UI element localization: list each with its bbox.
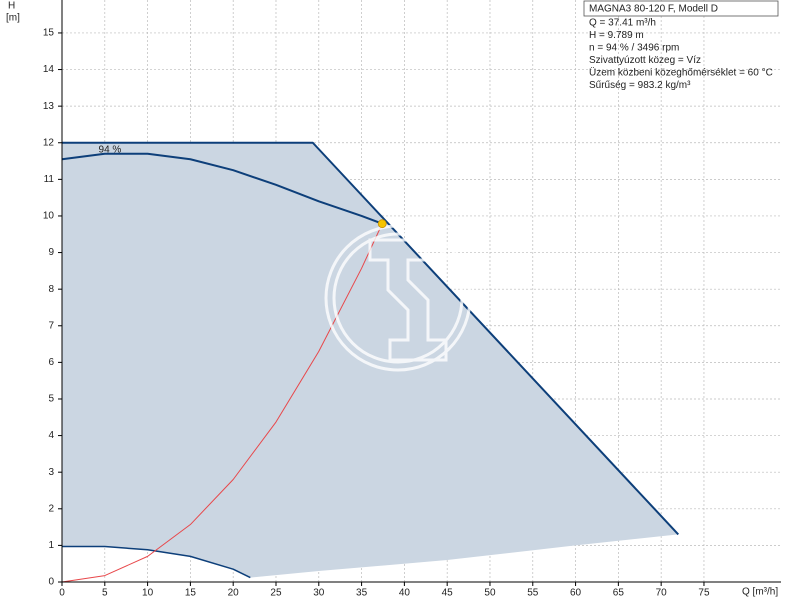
y-tick-label: 5 bbox=[48, 394, 54, 405]
watermark bbox=[324, 224, 472, 372]
x-tick-label: 60 bbox=[570, 588, 582, 599]
y-axis-label: H bbox=[8, 1, 15, 12]
x-tick-label: 70 bbox=[656, 588, 668, 599]
curve bbox=[61, 223, 383, 583]
x-tick-label: 50 bbox=[484, 588, 496, 599]
y-tick-label: 1 bbox=[48, 540, 54, 551]
y-tick-label: 14 bbox=[43, 64, 55, 75]
info-title: MAGNA3 80-120 F, Modell D bbox=[589, 4, 718, 15]
y-tick-label: 12 bbox=[43, 137, 55, 148]
y-tick-label: 15 bbox=[43, 28, 55, 39]
x-tick-label: 25 bbox=[270, 588, 282, 599]
operating-area bbox=[62, 142, 679, 578]
x-tick-label: 15 bbox=[185, 588, 197, 599]
x-tick-label: 65 bbox=[613, 588, 625, 599]
info-line: n = 94 % / 3496 rpm bbox=[589, 43, 679, 54]
info-line: Üzem közbeni közeghőmérséklet = 60 °C bbox=[589, 67, 773, 79]
info: Q = 37.41 m³/hH = 9.789 m n = 94 % / 3496… bbox=[589, 18, 773, 92]
y-tick-label: 10 bbox=[43, 211, 55, 222]
x-tick-label: 5 bbox=[102, 588, 108, 599]
info-line: Sűrűség = 983.2 kg/m³ bbox=[589, 80, 691, 91]
watermark-ring bbox=[332, 232, 464, 364]
y-tick-label: 7 bbox=[48, 320, 54, 331]
x-tick-label: 0 bbox=[59, 588, 65, 599]
x-tick-label: 45 bbox=[442, 588, 454, 599]
watermark-ring bbox=[324, 224, 472, 372]
y-tick-label: 9 bbox=[48, 247, 54, 258]
operating-point bbox=[377, 219, 387, 229]
y-tick-label: 8 bbox=[48, 284, 54, 295]
x-axis-label: Q [m³/h] bbox=[742, 587, 778, 598]
x-tick-label: 55 bbox=[527, 588, 539, 599]
y-tick-label: 0 bbox=[48, 577, 54, 588]
y-tick-label: 2 bbox=[48, 503, 54, 514]
curve bbox=[62, 545, 251, 579]
x-tick-label: 20 bbox=[228, 588, 240, 599]
x-tick-label: 40 bbox=[399, 588, 411, 599]
info-line: Q = 37.41 m³/h bbox=[589, 18, 656, 29]
info-title-box bbox=[583, 0, 779, 17]
x-tick-label: 35 bbox=[356, 588, 368, 599]
y-tick-label: 11 bbox=[44, 174, 55, 185]
x-tick-label: 10 bbox=[142, 588, 154, 599]
curve bbox=[61, 152, 383, 225]
watermark-logo bbox=[368, 238, 448, 362]
annotation: 94 % bbox=[99, 145, 122, 156]
curve bbox=[62, 141, 680, 536]
y-tick-label: 13 bbox=[43, 101, 55, 112]
x-tick-label: 75 bbox=[698, 588, 710, 599]
series-layer bbox=[61, 141, 680, 583]
info-line: Szivattyúzott közeg = Víz bbox=[589, 55, 701, 66]
y-tick-label: 6 bbox=[48, 357, 54, 368]
y-tick-label: 3 bbox=[48, 467, 54, 478]
y-axis-unit: [m] bbox=[6, 13, 20, 24]
info-line: H = 9.789 m bbox=[589, 30, 644, 41]
y-tick-label: 4 bbox=[48, 430, 54, 441]
x-tick-label: 30 bbox=[313, 588, 325, 599]
